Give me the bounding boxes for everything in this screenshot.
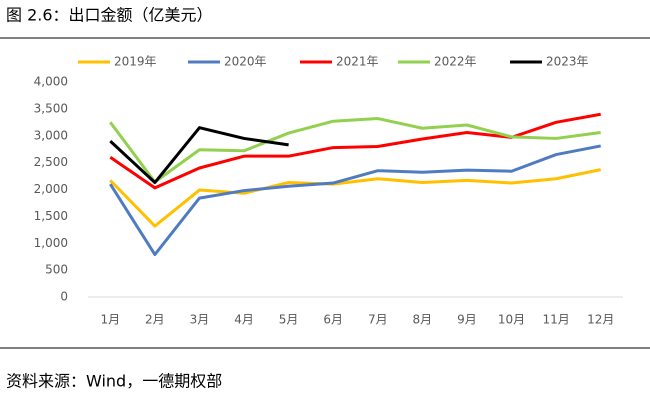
series-line [109,144,601,257]
source: 资料来源：Wind，一德期权部 [6,372,222,391]
chart-title: 图 2.6：出口金额（亿美元） [6,6,213,25]
x-tick-label: 11月 [542,313,569,327]
y-tick-label: 0 [60,290,68,304]
y-tick-label: 1,000 [34,236,68,250]
legend-label: 2023年 [546,55,589,69]
y-tick-label: 3,500 [34,101,68,115]
x-tick-label: 1月 [100,313,120,327]
series-line [109,117,601,184]
x-tick-label: 6月 [323,313,343,327]
y-tick-label: 2,500 [34,155,68,169]
x-tick-label: 5月 [279,313,299,327]
series-line [109,168,602,228]
legend-label: 2019年 [114,55,157,69]
series-line [109,126,289,185]
legend-label: 2022年 [434,55,477,69]
y-tick-label: 1,500 [34,209,68,223]
x-tick-label: 4月 [234,313,254,327]
series-line [109,112,601,190]
x-tick-label: 12月 [587,313,614,327]
legend-label: 2020年 [224,55,267,69]
x-tick-label: 10月 [498,313,525,327]
legend-label: 2021年 [336,55,379,69]
y-tick-label: 500 [45,263,68,277]
x-tick-label: 2月 [145,313,165,327]
y-tick-label: 4,000 [34,75,68,89]
x-tick-label: 8月 [413,313,433,327]
x-tick-label: 7月 [368,313,388,327]
x-tick-label: 9月 [457,313,477,327]
y-tick-label: 2,000 [34,182,68,196]
y-tick-label: 3,000 [34,128,68,142]
x-tick-label: 3月 [190,313,210,327]
